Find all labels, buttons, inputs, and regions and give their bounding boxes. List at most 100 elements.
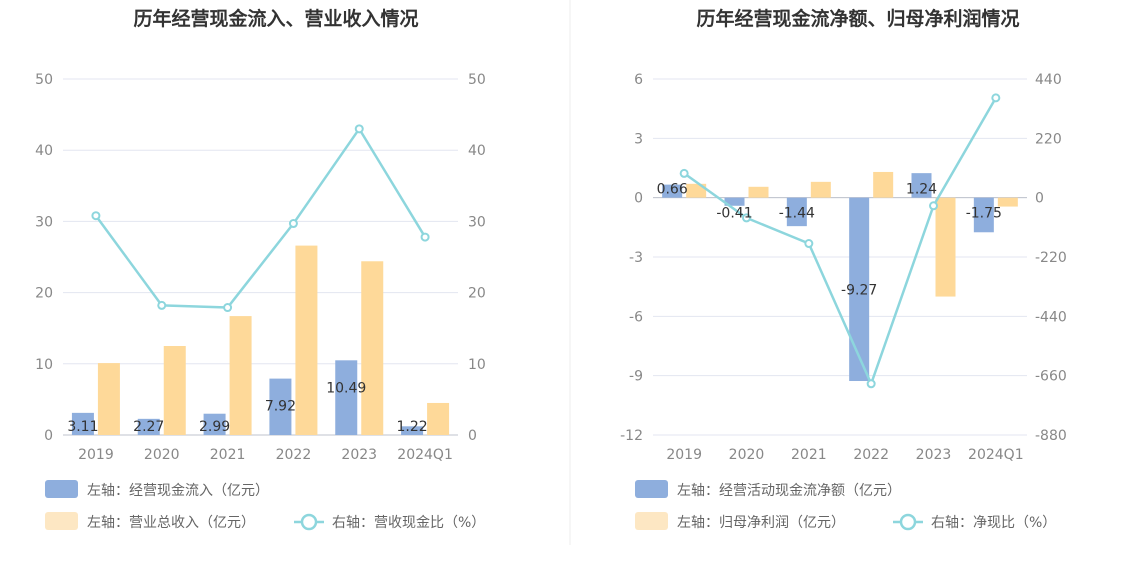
x-tick-label: 2020 [144, 447, 180, 463]
y-tick-label-right: -880 [1035, 428, 1067, 444]
line-series [94, 127, 427, 309]
bar-series-1 [71, 412, 94, 435]
line-point [991, 93, 1001, 103]
bar-series-1 [849, 197, 870, 382]
y-tick-label-left: -9 [629, 369, 643, 385]
data-label: 0.66 [657, 182, 688, 198]
x-tick-label: 2024Q1 [397, 447, 453, 463]
bar-series-2 [427, 402, 450, 435]
y-tick-label-right: -660 [1035, 369, 1067, 385]
legend-line-marker [899, 513, 917, 531]
data-label: -1.44 [779, 206, 815, 222]
bar-series-2 [163, 346, 186, 435]
legend-swatch [45, 512, 78, 530]
bar-series-1 [335, 360, 358, 435]
y-tick-label-right: 50 [468, 72, 486, 88]
y-tick-label-right: 20 [468, 286, 486, 302]
legend-line-marker [300, 513, 318, 531]
bar-series-2 [97, 363, 120, 435]
x-tick-label: 2024Q1 [968, 447, 1024, 463]
bar-series-2 [295, 245, 318, 435]
legend-label: 右轴：营收现金比（%） [332, 515, 485, 531]
data-label: 7.92 [265, 399, 296, 415]
bar-series-2 [873, 171, 894, 198]
line-point [929, 201, 938, 211]
line-point [679, 168, 689, 178]
bar-series-1 [911, 173, 932, 198]
data-label: 10.49 [326, 380, 366, 396]
y-tick-label-left: 6 [634, 72, 643, 88]
y-tick-label-right: -440 [1035, 309, 1067, 325]
legend-label: 左轴：归母净利润（亿元） [677, 514, 845, 531]
y-tick-label-right: 0 [1035, 191, 1044, 207]
data-label: 2.99 [199, 419, 230, 435]
bar-series-1 [401, 426, 424, 435]
y-tick-label-right: 220 [1035, 131, 1062, 147]
y-tick-label-left: -12 [620, 428, 643, 444]
bar-series-1 [203, 413, 226, 435]
y-tick-label-right: 40 [468, 143, 486, 159]
data-label: -9.27 [841, 282, 877, 298]
data-label: -0.41 [716, 206, 752, 222]
data-label: 1.22 [396, 419, 427, 435]
chart-title-left: 历年经营现金流入、营业收入情况 [133, 7, 418, 30]
line-point [223, 303, 233, 313]
bar-series-2 [810, 181, 831, 198]
legend-label: 左轴：经营现金流入（亿元） [87, 483, 269, 499]
legend-swatch [635, 480, 668, 498]
bar-series-2 [935, 197, 956, 297]
x-tick-label: 2021 [210, 447, 246, 463]
bar-series-1 [786, 197, 807, 227]
y-tick-label-left: 20 [35, 286, 53, 302]
x-tick-label: 2021 [791, 447, 827, 463]
y-tick-label-right: 440 [1035, 72, 1062, 88]
x-tick-label: 2019 [666, 447, 702, 463]
line-point [288, 219, 298, 229]
x-tick-label: 2020 [729, 447, 765, 463]
x-tick-label: 2023 [916, 447, 952, 463]
bar-series-2 [229, 316, 252, 435]
y-tick-label-left: 50 [35, 72, 53, 88]
line-point [420, 232, 430, 242]
line-point [354, 124, 364, 134]
line-point [91, 211, 101, 221]
y-tick-label-left: 30 [35, 214, 53, 230]
y-tick-label-left: 10 [35, 357, 53, 373]
bar-series-1 [973, 197, 994, 233]
line-point [866, 379, 876, 389]
y-tick-label-left: 3 [634, 131, 643, 147]
bar-series-2 [997, 197, 1018, 207]
bar-series-2 [361, 261, 384, 435]
y-tick-label-right: -220 [1035, 250, 1067, 266]
y-tick-label-left: -3 [629, 250, 643, 266]
x-tick-label: 2022 [853, 447, 889, 463]
legend-label: 左轴：营业总收入（亿元） [87, 515, 255, 531]
x-tick-label: 2022 [276, 447, 312, 463]
y-tick-label-right: 30 [468, 214, 486, 230]
y-tick-label-right: 0 [468, 428, 477, 444]
data-label: 1.24 [906, 182, 937, 198]
y-tick-label-left: 0 [44, 428, 53, 444]
line-point [804, 239, 814, 249]
legend-label: 右轴：净现比（%） [931, 515, 1056, 531]
y-tick-label-right: 10 [468, 357, 486, 373]
legend-swatch [635, 512, 668, 530]
bar-series-1 [724, 197, 745, 206]
legend-label: 左轴：经营活动现金流净额（亿元） [677, 483, 901, 499]
bar-series-1 [269, 378, 292, 435]
line-point [157, 300, 167, 310]
chart-title-right: 历年经营现金流净额、归母净利润情况 [696, 7, 1019, 30]
legend-swatch [45, 480, 78, 498]
x-tick-label: 2023 [341, 447, 377, 463]
bar-series-1 [662, 184, 683, 198]
bar-series-2 [686, 183, 707, 198]
data-label: -1.75 [966, 206, 1002, 222]
data-label: 2.27 [133, 419, 164, 435]
y-tick-label-left: 40 [35, 143, 53, 159]
x-tick-label: 2019 [78, 447, 114, 463]
bar-series-2 [748, 186, 769, 198]
bar-series-1 [137, 418, 160, 435]
chart-right: -12 -880 -9 -660 -6 -440 -3 -220 0 0 3 220 6 440 2019 2… [620, 72, 1067, 531]
